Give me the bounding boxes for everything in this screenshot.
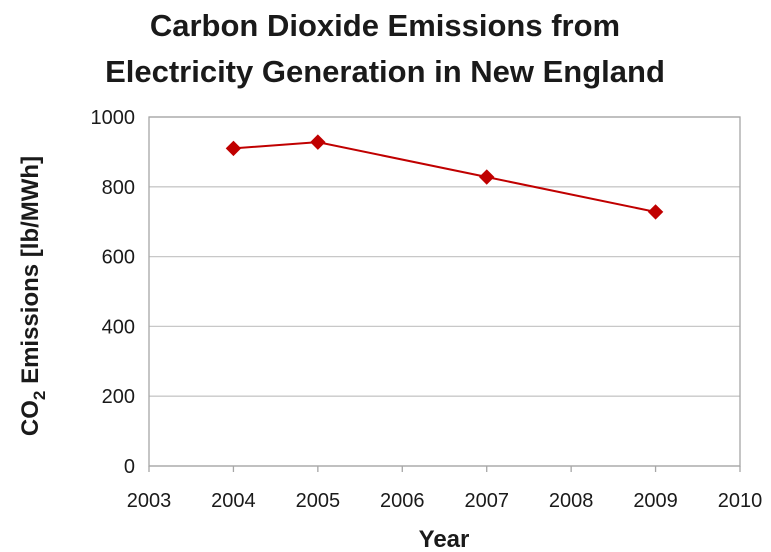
y-axis-title-prefix: CO (17, 400, 44, 436)
gridlines (149, 116, 740, 467)
x-axis-tick-labels: 2003 2004 2005 2006 2007 2008 2009 2010 (127, 490, 763, 512)
y-tick-label-200: 200 (102, 386, 135, 408)
y-axis-title: CO2 Emissions [lb/MWh] (17, 156, 49, 436)
x-tick-label-2008: 2008 (549, 490, 594, 512)
y-tick-label-800: 800 (102, 177, 135, 199)
data-point-2007 (479, 169, 495, 185)
y-axis-tick-labels: 0 200 400 600 800 1000 (91, 107, 136, 478)
x-tick-label-2006: 2006 (380, 490, 425, 512)
x-tick-label-2004: 2004 (211, 490, 256, 512)
data-point-2004 (225, 140, 242, 157)
y-tick-label-1000: 1000 (91, 107, 136, 129)
series-line-0 (233, 141, 656, 213)
data-series (225, 134, 664, 220)
y-axis-title-subscript: 2 (30, 391, 49, 400)
x-axis-title: Year (419, 526, 470, 552)
data-point-2009 (647, 204, 664, 220)
y-axis-title-suffix: Emissions [lb/MWh] (17, 156, 44, 391)
chart-title-line-1: Carbon Dioxide Emissions from (150, 8, 620, 43)
y-tick-label-400: 400 (102, 316, 135, 338)
x-tick-label-2007: 2007 (464, 490, 509, 512)
x-axis-ticks (148, 466, 741, 472)
y-tick-label-600: 600 (102, 247, 135, 269)
y-tick-label-0: 0 (124, 456, 135, 478)
data-point-2005 (310, 134, 326, 150)
x-tick-label-2010: 2010 (718, 490, 763, 512)
chart-title-line-2: Electricity Generation in New England (105, 54, 665, 89)
x-tick-label-2005: 2005 (296, 490, 341, 512)
plot-area (148, 116, 741, 467)
x-tick-label-2009: 2009 (633, 490, 678, 512)
x-tick-label-2003: 2003 (127, 490, 172, 512)
